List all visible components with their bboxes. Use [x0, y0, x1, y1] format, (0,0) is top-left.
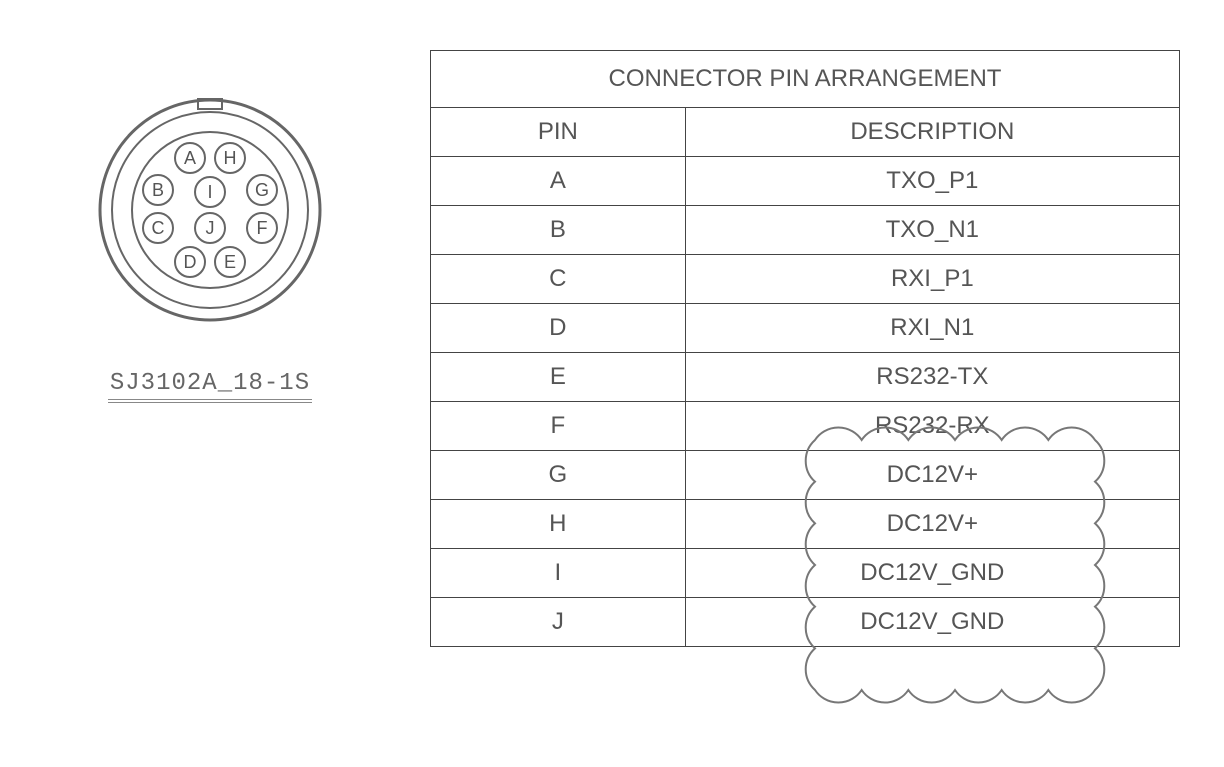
table-title: CONNECTOR PIN ARRANGEMENT	[431, 51, 1180, 108]
connector-pin-label-a: A	[184, 148, 196, 168]
table-row: IDC12V_GND	[431, 549, 1180, 598]
connector-pin-label-j: J	[206, 218, 215, 238]
cell-pin: D	[431, 304, 686, 353]
cell-pin: G	[431, 451, 686, 500]
table-row: ERS232-TX	[431, 353, 1180, 402]
cell-pin: E	[431, 353, 686, 402]
connector-pin-label-h: H	[224, 148, 237, 168]
cell-pin: A	[431, 157, 686, 206]
cell-pin: C	[431, 255, 686, 304]
page-root: AHBIGCJFDE SJ3102A_18-1S CONNECTOR PIN A…	[0, 0, 1224, 767]
cell-desc: RXI_N1	[685, 304, 1179, 353]
cell-pin: B	[431, 206, 686, 255]
table-row: FRS232-RX	[431, 402, 1180, 451]
connector-pin-label-c: C	[152, 218, 165, 238]
table-row: HDC12V+	[431, 500, 1180, 549]
cell-pin: J	[431, 598, 686, 647]
table-header-pin: PIN	[431, 108, 686, 157]
part-number-label: SJ3102A_18-1S	[108, 370, 312, 403]
connector-pin-label-d: D	[184, 252, 197, 272]
connector-svg: A H B I G C J F D E	[80, 80, 340, 340]
table-row: ATXO_P1	[431, 157, 1180, 206]
connector-pin-label-i: I	[207, 182, 212, 202]
table-row: JDC12V_GND	[431, 598, 1180, 647]
connector-pin-label-e: E	[224, 252, 236, 272]
table-title-row: CONNECTOR PIN ARRANGEMENT	[431, 51, 1180, 108]
cell-desc: RS232-TX	[685, 353, 1179, 402]
cell-desc: RXI_P1	[685, 255, 1179, 304]
table-row: GDC12V+	[431, 451, 1180, 500]
table-row: DRXI_N1	[431, 304, 1180, 353]
table-header-row: PIN DESCRIPTION	[431, 108, 1180, 157]
connector-pin-label-f: F	[257, 218, 268, 238]
cell-pin: H	[431, 500, 686, 549]
connector-pin-label-b: B	[152, 180, 164, 200]
connector-pin-label-g: G	[255, 180, 269, 200]
cell-desc: DC12V_GND	[685, 549, 1179, 598]
cell-desc: RS232-RX	[685, 402, 1179, 451]
connector-diagram: A H B I G C J F D E SJ3102A_18-1S	[80, 80, 340, 403]
cell-pin: F	[431, 402, 686, 451]
table-header-desc: DESCRIPTION	[685, 108, 1179, 157]
table-row: BTXO_N1	[431, 206, 1180, 255]
cell-desc: TXO_P1	[685, 157, 1179, 206]
cell-pin: I	[431, 549, 686, 598]
cell-desc: DC12V_GND	[685, 598, 1179, 647]
pin-table: CONNECTOR PIN ARRANGEMENT PIN DESCRIPTIO…	[430, 50, 1180, 647]
cell-desc: DC12V+	[685, 500, 1179, 549]
pin-table-container: CONNECTOR PIN ARRANGEMENT PIN DESCRIPTIO…	[430, 50, 1180, 647]
table-row: CRXI_P1	[431, 255, 1180, 304]
cell-desc: DC12V+	[685, 451, 1179, 500]
cell-desc: TXO_N1	[685, 206, 1179, 255]
